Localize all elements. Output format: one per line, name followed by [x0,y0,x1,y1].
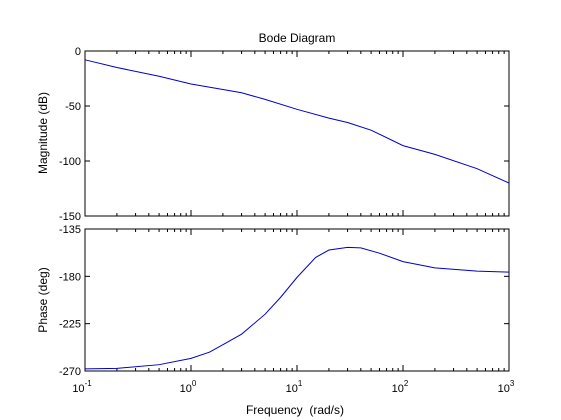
y-tick-label: -180 [59,271,81,283]
x-tick-label: 100 [180,379,197,395]
x-tick-label: 101 [286,379,303,395]
y-tick-label: -225 [59,319,81,331]
magnitude-series-line [84,59,510,184]
phase-panel: -135 -180 -225 -270 10-1 100 101 102 103 Phase … [36,224,515,395]
phase-plot-area [84,228,510,372]
phase-series-line [84,246,510,370]
y-tick-label: -270 [59,366,81,378]
x-tick-label: 103 [498,379,515,395]
y-tick-label: -100 [59,156,81,168]
magnitude-axis-label: Magnitude (dB) [36,92,50,174]
y-tick-label: 0 [75,46,81,58]
chart-title: Bode Diagram [259,31,336,45]
magnitude-plot-area [84,50,510,217]
y-tick-label: -150 [59,211,81,223]
frequency-axis-label: Frequency (rad/s) [246,403,344,417]
x-tick-label: 10-1 [72,379,92,395]
magnitude-panel: 0 -50 -100 -150 Magnitude (dB) [36,46,510,223]
x-tick-label: 102 [392,379,409,395]
y-tick-label: -50 [65,101,81,113]
y-tick-label: -135 [59,224,81,236]
phase-axis-label: Phase (deg) [36,267,50,332]
